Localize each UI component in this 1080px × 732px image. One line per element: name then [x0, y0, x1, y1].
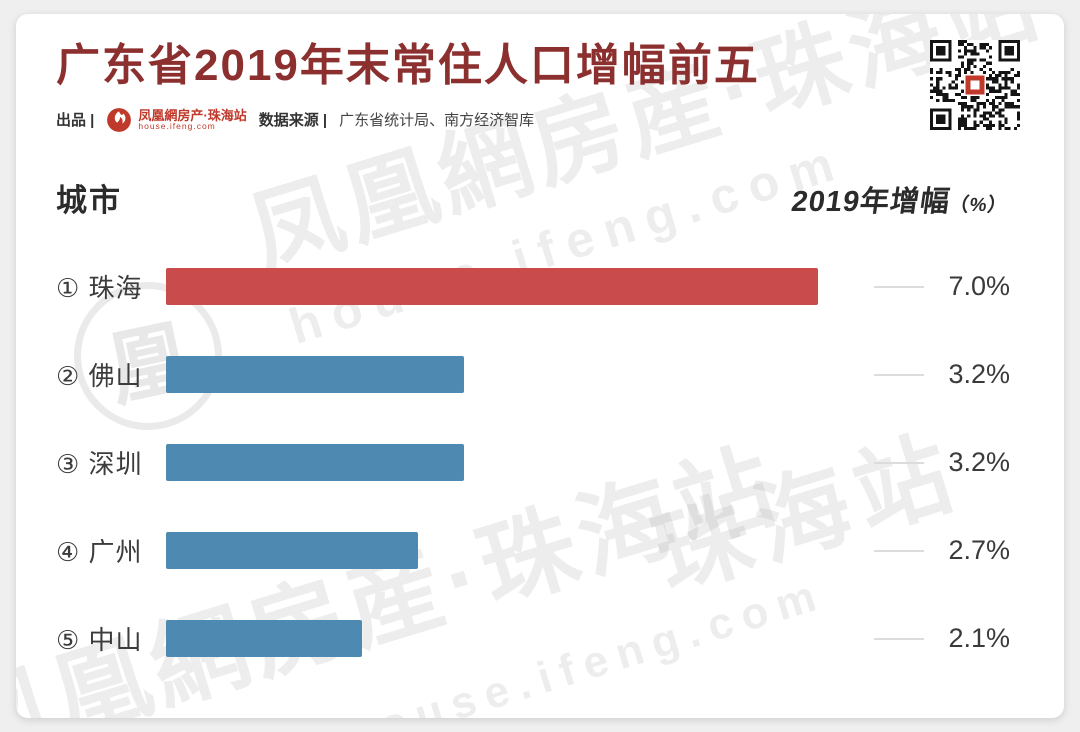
- leader-line: [874, 637, 924, 640]
- bar-track: [166, 356, 874, 394]
- value-col: 2.1%: [874, 623, 1024, 654]
- data-source-label: 数据来源 |: [258, 112, 328, 130]
- brand-name: 凤凰網房产·珠海站: [138, 107, 247, 123]
- column-headers: 城市 2019年增幅（%）: [56, 175, 1024, 220]
- bar-track: [166, 444, 874, 482]
- value-label: 2.1%: [948, 623, 1010, 654]
- brand-block: 凤凰網房产·珠海站 house.ifeng.com: [106, 107, 247, 133]
- qr-code-svg: [930, 40, 1020, 130]
- qr-code: [930, 40, 1020, 130]
- chart-row: ③ 深圳 3.2%: [56, 444, 1024, 482]
- value-column-header: 2019年增幅（%）: [789, 178, 1027, 220]
- bar: [166, 268, 819, 306]
- data-source-text: 广东省统计局、南方经济智库: [339, 112, 535, 130]
- bar: [166, 444, 465, 482]
- leader-line: [874, 285, 924, 288]
- leader-line: [874, 461, 924, 464]
- bar-chart: ① 珠海 7.0% ② 佛山 3.2% ③ 深圳: [56, 268, 1024, 658]
- city-label: ④ 广州: [56, 537, 143, 568]
- bar-track: [166, 620, 874, 658]
- leader-line: [874, 373, 924, 376]
- bar-track: [166, 532, 874, 570]
- value-header-text: 2019年增幅: [788, 185, 952, 218]
- bar: [166, 620, 362, 658]
- value-label: 2.7%: [948, 535, 1010, 566]
- bar: [166, 356, 465, 394]
- city-label: ② 佛山: [56, 361, 143, 392]
- chart-row: ① 珠海 7.0%: [56, 268, 1024, 306]
- value-label: 3.2%: [948, 447, 1010, 478]
- brand-url: house.ifeng.com: [138, 121, 216, 132]
- value-col: 7.0%: [874, 271, 1024, 302]
- value-col: 2.7%: [874, 535, 1024, 566]
- value-label: 7.0%: [948, 271, 1010, 302]
- city-label: ⑤ 中山: [56, 625, 143, 656]
- value-header-unit: （%）: [947, 194, 1009, 216]
- chart-row: ④ 广州 2.7%: [56, 532, 1024, 570]
- leader-line: [874, 549, 924, 552]
- produced-by-label: 出品 |: [56, 112, 95, 130]
- brand-text: 凤凰網房产·珠海站 house.ifeng.com: [138, 107, 247, 132]
- value-col: 3.2%: [874, 447, 1024, 478]
- page-title: 广东省2019年末常住人口增幅前五: [56, 41, 760, 90]
- bar: [166, 532, 418, 570]
- city-label: ③ 深圳: [56, 449, 143, 480]
- city-label: ① 珠海: [56, 273, 143, 304]
- phoenix-logo-icon: [107, 107, 132, 132]
- bar-track: [166, 268, 874, 306]
- chart-row: ② 佛山 3.2%: [56, 356, 1024, 394]
- value-label: 3.2%: [948, 359, 1010, 390]
- meta-row: 出品 | 凤凰網房产·珠海站 house.ifeng.com 数据来源 | 广东…: [56, 107, 1024, 133]
- infographic-card: 凤凰網房産·珠海站 house.ifeng.com 珠海站 凤凰網房産·珠海站 …: [16, 14, 1064, 718]
- city-column-header: 城市: [56, 182, 122, 218]
- chart-row: ⑤ 中山 2.1%: [56, 620, 1024, 658]
- value-col: 3.2%: [874, 359, 1024, 390]
